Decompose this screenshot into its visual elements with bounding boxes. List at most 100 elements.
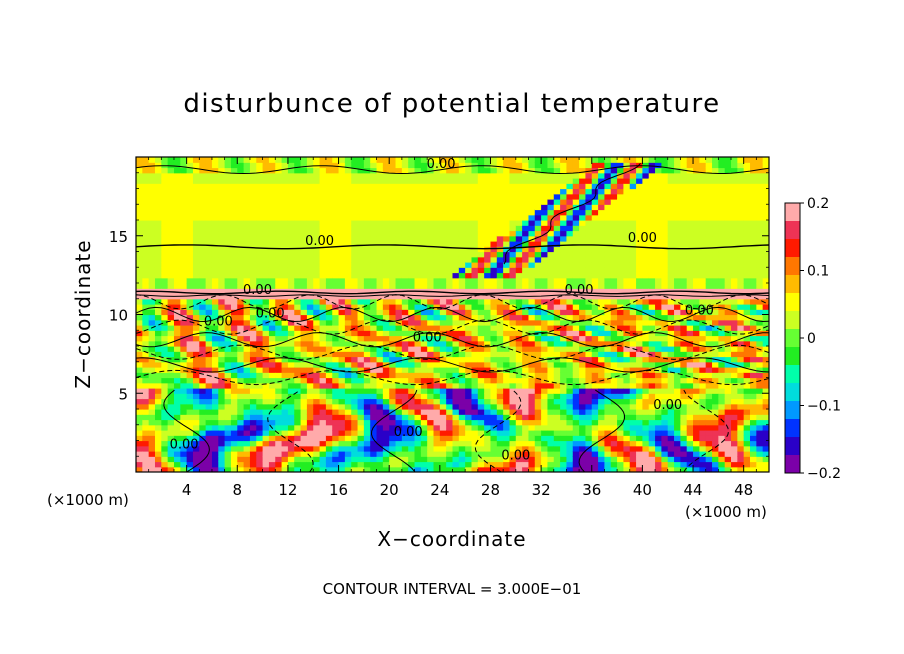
field-cell	[338, 204, 346, 211]
field-cell	[490, 272, 498, 279]
field-cell	[357, 204, 365, 211]
field-cell	[648, 272, 656, 279]
field-cell	[433, 267, 441, 274]
field-cell	[319, 283, 327, 289]
field-cell	[332, 183, 340, 190]
field-cell	[205, 193, 213, 200]
field-cell	[262, 335, 270, 342]
field-cell	[427, 403, 435, 410]
field-cell	[230, 325, 238, 331]
field-cell	[522, 314, 530, 321]
field-cell	[572, 445, 580, 452]
field-cell	[161, 225, 169, 232]
field-cell	[136, 225, 143, 232]
field-cell	[642, 335, 650, 342]
field-cell	[180, 288, 188, 295]
field-cell	[648, 178, 656, 184]
field-cell	[325, 466, 333, 472]
field-cell	[541, 162, 549, 169]
field-cell	[268, 440, 276, 447]
field-cell	[414, 419, 422, 426]
field-cell	[439, 157, 447, 163]
field-cell	[427, 382, 435, 389]
field-cell	[617, 414, 625, 421]
field-cell	[623, 199, 631, 205]
field-cell	[636, 403, 643, 410]
field-cell	[642, 430, 650, 436]
field-cell	[224, 256, 232, 263]
field-cell	[300, 377, 308, 384]
field-cell	[338, 403, 346, 410]
field-cell	[610, 356, 618, 363]
field-cell	[541, 209, 549, 216]
field-cell	[186, 267, 194, 274]
field-cell	[617, 298, 625, 305]
field-cell	[427, 251, 435, 258]
field-cell	[205, 309, 213, 316]
field-cell	[205, 398, 213, 405]
field-cell	[142, 335, 150, 342]
field-cell	[642, 314, 650, 321]
field-cell	[452, 340, 460, 347]
field-cell	[287, 461, 295, 468]
field-cell	[515, 409, 523, 415]
field-cell	[281, 267, 289, 274]
field-cell	[566, 183, 574, 190]
field-cell	[249, 167, 257, 174]
field-cell	[503, 414, 511, 421]
field-cell	[515, 246, 523, 253]
field-cell	[154, 451, 162, 457]
field-cell	[382, 204, 390, 211]
field-cell	[484, 398, 492, 405]
field-cell	[414, 325, 422, 331]
field-cell	[389, 335, 397, 342]
field-cell	[211, 445, 219, 452]
field-cell	[395, 241, 403, 247]
field-cell	[566, 456, 574, 463]
field-cell	[199, 319, 207, 326]
field-cell	[541, 419, 549, 426]
field-cell	[287, 419, 295, 426]
field-cell	[541, 340, 549, 347]
field-cell	[534, 319, 542, 326]
field-cell	[154, 372, 162, 379]
field-cell	[313, 262, 321, 268]
field-cell	[275, 183, 283, 190]
field-cell	[395, 167, 403, 174]
field-cell	[199, 346, 207, 352]
field-cell	[452, 351, 460, 358]
field-cell	[572, 193, 580, 200]
field-cell	[636, 388, 643, 394]
field-cell	[452, 388, 460, 394]
field-cell	[262, 262, 270, 268]
field-cell	[534, 461, 542, 468]
field-cell	[376, 157, 384, 163]
field-cell	[218, 188, 226, 195]
field-cell	[313, 241, 321, 247]
field-cell	[515, 267, 523, 274]
field-cell	[243, 314, 251, 321]
field-cell	[370, 440, 378, 447]
field-cell	[186, 298, 194, 305]
field-cell	[572, 430, 580, 436]
field-cell	[477, 304, 485, 310]
field-cell	[572, 267, 580, 274]
field-cell	[199, 403, 207, 410]
field-cell	[427, 267, 435, 274]
field-cell	[401, 393, 409, 400]
field-cell	[262, 167, 270, 174]
field-cell	[205, 283, 213, 289]
field-cell	[332, 351, 340, 358]
field-cell	[249, 419, 257, 426]
field-cell	[420, 409, 428, 415]
field-cell	[237, 403, 245, 410]
field-cell	[249, 256, 257, 263]
field-cell	[275, 445, 283, 452]
field-cell	[439, 451, 447, 457]
field-cell	[243, 251, 251, 258]
field-cell	[496, 461, 504, 468]
field-cell	[636, 414, 643, 421]
field-cell	[477, 388, 485, 394]
field-cell	[534, 451, 542, 457]
field-cell	[136, 346, 143, 352]
